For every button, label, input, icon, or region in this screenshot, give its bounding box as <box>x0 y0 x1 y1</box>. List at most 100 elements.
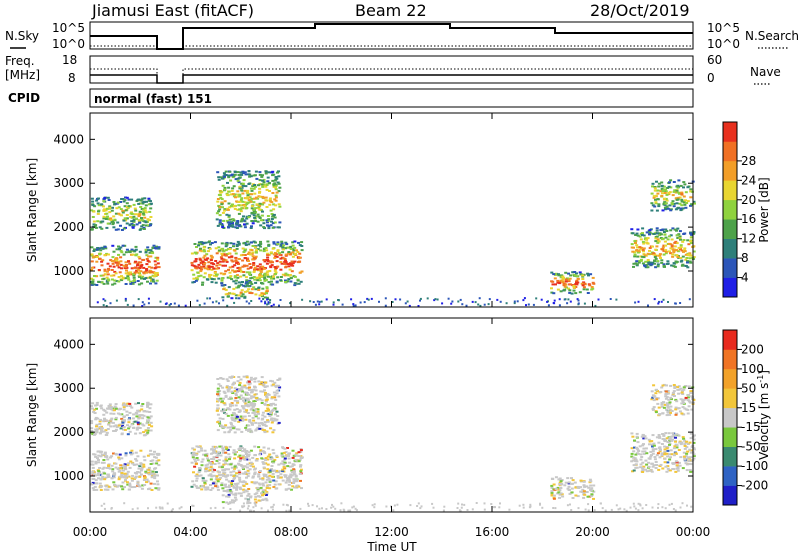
echo-cell <box>246 494 250 497</box>
echo-cell <box>234 493 238 496</box>
echo-cell <box>151 470 155 473</box>
echo-cell <box>277 384 280 387</box>
echo-cell <box>132 220 136 223</box>
echo-cell <box>632 464 636 467</box>
echo-cell <box>229 463 233 466</box>
echo-cell <box>232 219 236 222</box>
colorbar-segment <box>723 122 737 142</box>
echo-cell <box>138 210 142 213</box>
echo-cell <box>195 267 199 270</box>
echo-cell <box>236 195 240 198</box>
echo-cell <box>238 446 242 449</box>
echo-cell <box>290 270 294 273</box>
echo-cell <box>254 415 258 418</box>
echo-cell <box>450 302 453 305</box>
echo-cell <box>119 208 123 211</box>
echo-cell <box>148 251 152 254</box>
echo-cell <box>644 437 648 440</box>
echo-cell <box>248 279 252 282</box>
echo-cell <box>670 264 674 267</box>
echo-cell <box>278 377 282 380</box>
echo-cell <box>233 408 237 411</box>
echo-cell <box>106 473 110 476</box>
echo-cell <box>578 291 582 294</box>
echo-cell <box>242 215 245 218</box>
echo-cell <box>216 224 220 227</box>
echo-cell <box>221 451 225 454</box>
echo-cell <box>654 257 658 260</box>
echo-cell <box>666 411 670 413</box>
echo-cell <box>654 202 658 205</box>
echo-cell <box>654 194 658 197</box>
echo-cell <box>235 417 238 420</box>
echo-cell <box>202 265 206 268</box>
echo-cell <box>275 260 279 263</box>
echo-cell <box>108 403 112 406</box>
echo-cell <box>139 206 143 208</box>
echo-cell <box>284 281 288 283</box>
echo-cell <box>325 508 328 510</box>
echo-cell <box>650 209 654 212</box>
echo-cell <box>283 461 287 464</box>
echo-cell <box>342 508 345 511</box>
echo-cell <box>139 199 143 202</box>
echo-cell <box>261 174 264 177</box>
echo-cell <box>692 232 696 235</box>
echo-cell <box>271 383 275 386</box>
echo-cell <box>508 508 511 511</box>
velocity-frame <box>89 317 694 513</box>
echo-cell <box>262 222 266 225</box>
echo-cell <box>239 488 243 491</box>
echo-cell <box>115 485 119 488</box>
echo-cell <box>90 246 94 249</box>
echo-cell <box>96 301 99 304</box>
echo-cell <box>222 390 226 393</box>
echo-cell <box>127 462 131 465</box>
echo-cell <box>137 255 141 258</box>
echo-cell <box>651 506 654 509</box>
echo-cell <box>284 253 288 256</box>
echo-cell <box>149 200 152 203</box>
echo-cell <box>441 302 444 305</box>
echo-cell <box>124 297 127 300</box>
echo-cell <box>677 461 681 464</box>
echo-cell <box>513 302 516 305</box>
echo-cell <box>679 209 683 212</box>
echo-cell <box>617 508 620 511</box>
echo-cell <box>672 462 676 464</box>
echo-cell <box>115 259 119 262</box>
echo-cell <box>636 251 640 254</box>
echo-cell <box>498 506 501 509</box>
echo-cell <box>582 490 586 493</box>
echo-cell <box>209 466 213 469</box>
echo-cell <box>281 251 285 254</box>
nsky-tick-top: 10^5 <box>52 21 85 35</box>
echo-cell <box>663 233 667 236</box>
echo-cell <box>100 427 104 430</box>
echo-cell <box>252 411 256 414</box>
echo-cell <box>234 414 238 417</box>
echo-cell <box>659 257 662 259</box>
echo-cell <box>676 196 680 199</box>
echo-cell <box>140 217 143 219</box>
echo-cell <box>130 198 134 201</box>
echo-cell <box>209 461 213 464</box>
echo-cell <box>112 425 116 428</box>
echo-cell <box>128 223 132 226</box>
echo-cell <box>657 406 661 409</box>
echo-cell <box>231 223 235 226</box>
echo-cell <box>240 219 244 222</box>
echo-cell <box>274 196 278 199</box>
echo-cell <box>687 456 690 459</box>
echo-cell <box>226 426 230 429</box>
echo-cell <box>271 419 275 422</box>
echo-cell <box>145 263 149 266</box>
echo-cell <box>527 303 530 306</box>
echo-cell <box>660 185 664 188</box>
echo-cell <box>259 390 263 393</box>
echo-cell <box>229 193 233 196</box>
echo-cell <box>667 402 671 405</box>
echo-cell <box>191 504 194 507</box>
echo-cell <box>561 278 565 281</box>
echo-cell <box>224 412 228 415</box>
